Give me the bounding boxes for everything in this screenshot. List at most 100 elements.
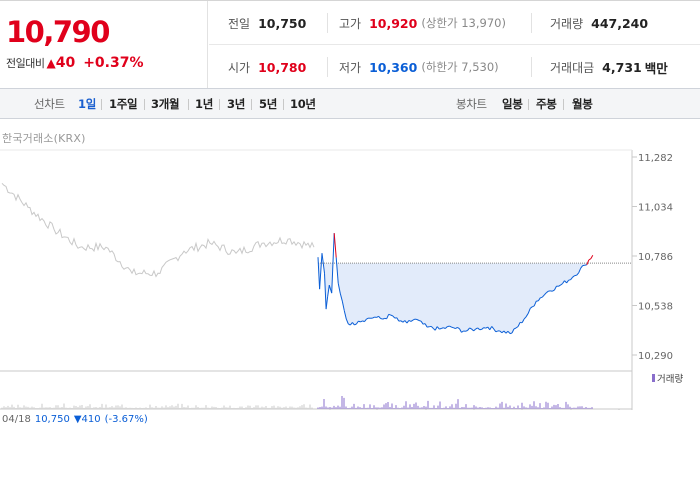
- today-series-segment: [349, 322, 353, 326]
- high-stat: 고가 10,920 (상한가 13,970): [339, 1, 506, 45]
- today-series-segment: [430, 325, 434, 329]
- today-series-segment: [317, 257, 321, 290]
- y-axis: 11,282 11,034 10,786 10,538 10,290: [632, 153, 673, 362]
- today-series-segment: [568, 279, 571, 281]
- prev-close-label: 전일: [228, 16, 251, 31]
- today-series-segment: [443, 327, 446, 329]
- tab-weekly-candle[interactable]: 주봉: [536, 97, 557, 111]
- today-series-segment: [453, 327, 456, 330]
- today-series-segment: [408, 319, 412, 322]
- today-series-segment: [552, 289, 555, 292]
- volume-legend-marker: [652, 374, 655, 382]
- today-series-segment: [586, 259, 590, 265]
- today-series-segment: [451, 326, 454, 329]
- today-series-segment: [481, 327, 485, 330]
- price-chart[interactable]: 11,282 11,034 10,786 10,538 10,290 04/2110:0…: [0, 120, 700, 410]
- today-series-segment: [331, 233, 335, 294]
- tab-3month[interactable]: 3개월: [151, 97, 180, 111]
- today-series-segment: [546, 290, 549, 294]
- today-series-segment: [418, 320, 422, 322]
- divider: [327, 13, 328, 33]
- today-series-segment: [420, 320, 424, 325]
- below-reference-area: [318, 263, 593, 334]
- prev-rate: (-3.67%): [104, 414, 148, 425]
- tab-3year[interactable]: 3년: [227, 97, 245, 111]
- today-series-segment: [491, 326, 495, 330]
- today-series-segment: [355, 320, 359, 325]
- today-series-segment: [378, 315, 381, 319]
- today-series-segment: [321, 253, 325, 274]
- today-series-segment: [406, 320, 410, 324]
- data-source-label: 한국거래소(KRX): [2, 132, 86, 145]
- high-label: 고가: [339, 16, 362, 31]
- today-series-segment: [473, 328, 476, 332]
- tab-5year[interactable]: 5년: [259, 97, 277, 111]
- today-series-segment: [333, 233, 337, 258]
- today-series-segment: [441, 327, 444, 329]
- today-series-segment: [396, 317, 400, 322]
- divider: [251, 99, 252, 110]
- today-series-segment: [352, 322, 355, 326]
- y-tick-label: 10,290: [638, 351, 673, 362]
- today-series-segment: [540, 296, 543, 299]
- today-series-segment: [382, 317, 385, 320]
- today-series-segment: [513, 327, 517, 330]
- stat-row-2: 시가 10,780 저가 10,360 (하한가 7,530) 거래대금 4,7…: [209, 45, 700, 89]
- today-series-segment: [380, 318, 383, 320]
- divider: [283, 99, 284, 110]
- today-series-segment: [327, 285, 330, 297]
- today-series-segment: [324, 273, 327, 310]
- stat-row-1: 전일 10,750 고가 10,920 (상한가 13,970) 거래량 447…: [209, 1, 700, 45]
- today-series-segment: [541, 294, 545, 298]
- candle-chart-label: 봉차트: [456, 97, 487, 111]
- today-series-segment: [507, 330, 511, 334]
- today-series-segment: [416, 319, 420, 321]
- today-series-segment: [459, 328, 462, 333]
- tab-10year[interactable]: 10년: [290, 97, 316, 111]
- today-series-segment: [509, 332, 513, 335]
- open-label: 시가: [228, 60, 251, 75]
- today-series-segment: [412, 318, 416, 321]
- today-series-segment: [553, 285, 557, 291]
- today-series-segment: [489, 326, 493, 331]
- divider: [101, 99, 102, 110]
- tab-1day[interactable]: 1일: [78, 97, 96, 111]
- y-tick-label: 11,282: [638, 153, 673, 164]
- today-series-segment: [366, 317, 369, 320]
- divider: [327, 57, 328, 77]
- tab-1week[interactable]: 1주일: [109, 97, 138, 111]
- trade-value-unit: 백만: [644, 60, 668, 76]
- tab-monthly-candle[interactable]: 월봉: [572, 97, 593, 111]
- today-series-segment: [525, 313, 529, 318]
- today-series-segment: [487, 326, 491, 331]
- today-series-segment: [439, 328, 442, 330]
- prev-close-stat: 전일 10,750: [228, 1, 306, 45]
- today-series-segment: [543, 292, 547, 296]
- today-series-segment: [388, 313, 391, 316]
- today-series-segment: [475, 327, 478, 330]
- today-series-segment: [354, 323, 357, 326]
- divider: [563, 99, 564, 110]
- today-series-segment: [325, 296, 329, 310]
- change-line: 전일대비 ▲ 40 +0.37%: [6, 55, 144, 71]
- today-series-segment: [588, 258, 592, 261]
- low-stat: 저가 10,360 (하한가 7,530): [339, 45, 499, 89]
- today-series-segment: [360, 320, 363, 323]
- today-series-segment: [335, 257, 339, 284]
- tab-1year[interactable]: 1년: [195, 97, 213, 111]
- today-series-segment: [461, 330, 464, 333]
- today-series-segment: [392, 315, 396, 319]
- today-series-segment: [590, 254, 594, 259]
- price-box: 10,790 전일대비 ▲ 40 +0.37%: [0, 1, 208, 89]
- y-tick-label: 10,786: [638, 252, 673, 263]
- today-series-segment: [523, 316, 527, 320]
- today-series-segment: [570, 276, 573, 281]
- volume-legend: 거래량: [657, 373, 683, 385]
- today-series-segment: [485, 326, 489, 329]
- change-amount: 40: [55, 55, 76, 71]
- tab-daily-candle[interactable]: 일봉: [502, 97, 523, 111]
- today-series-segment: [471, 328, 474, 332]
- divider: [531, 13, 532, 33]
- divider: [531, 57, 532, 77]
- today-series-segment: [434, 326, 438, 331]
